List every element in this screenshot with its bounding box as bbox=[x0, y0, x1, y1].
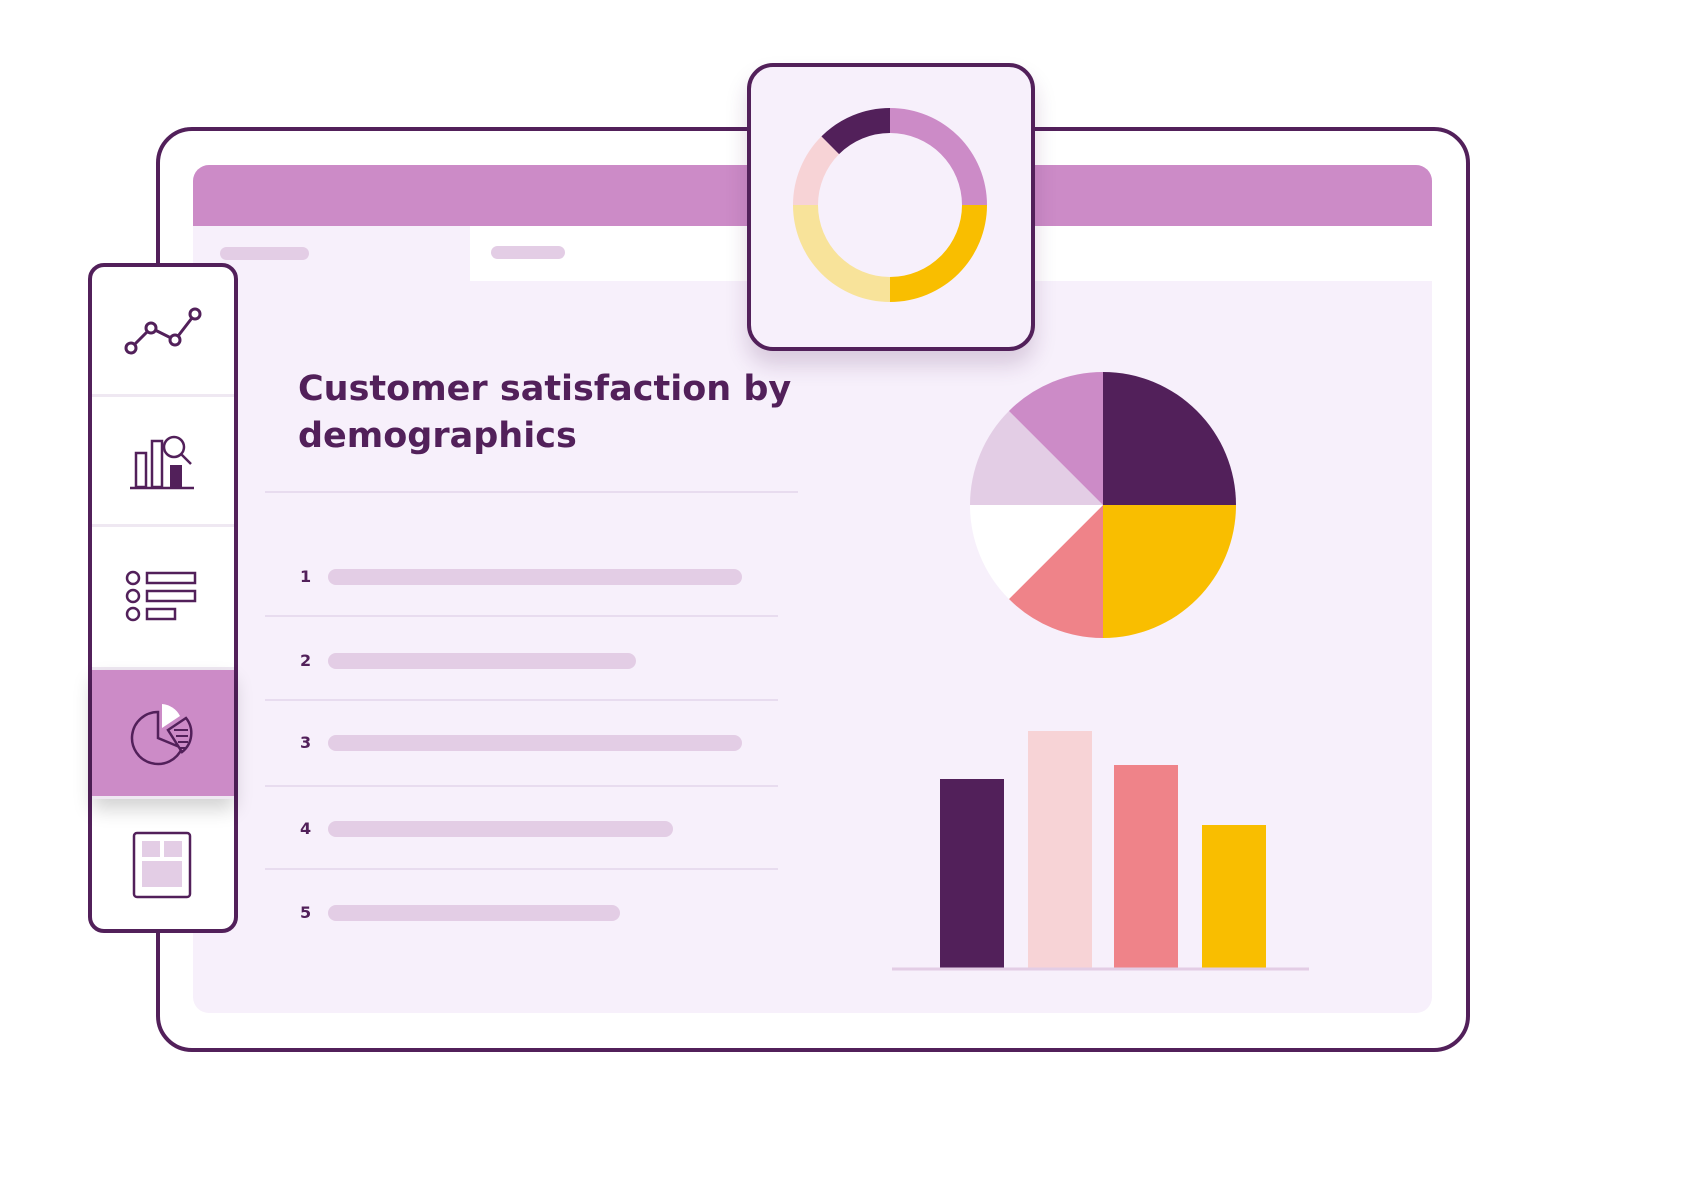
pie-slice bbox=[970, 505, 1103, 600]
row-bar[interactable] bbox=[328, 735, 742, 751]
row-number: 4 bbox=[300, 819, 312, 838]
divider bbox=[265, 699, 778, 701]
page-title: Customer satisfaction by demographics bbox=[298, 369, 792, 456]
pie-slice bbox=[1103, 505, 1236, 638]
list-icon bbox=[125, 570, 197, 622]
row-bar[interactable] bbox=[328, 653, 637, 669]
row-number: 2 bbox=[300, 651, 312, 670]
divider bbox=[265, 615, 778, 617]
donut-slice bbox=[821, 108, 890, 155]
divider bbox=[265, 868, 778, 870]
donut-slice bbox=[890, 108, 987, 205]
tab-placeholder bbox=[491, 246, 565, 259]
row-bar[interactable] bbox=[328, 569, 742, 585]
pie-slice bbox=[1103, 372, 1236, 505]
sidebar bbox=[88, 263, 238, 933]
sidebar-item-bar-chart[interactable] bbox=[92, 397, 234, 527]
tab-placeholder[interactable] bbox=[220, 247, 309, 260]
layout-icon bbox=[132, 831, 192, 899]
sidebar-item-pie-chart[interactable] bbox=[92, 670, 234, 799]
donut-slice bbox=[890, 205, 987, 302]
line-chart-icon bbox=[124, 307, 202, 354]
bar bbox=[1202, 825, 1266, 968]
sidebar-item-layout[interactable] bbox=[92, 799, 234, 933]
divider bbox=[265, 491, 798, 493]
row-bar[interactable] bbox=[328, 905, 620, 921]
sidebar-item-list[interactable] bbox=[92, 527, 234, 670]
row-bar[interactable] bbox=[328, 821, 673, 837]
bar-chart-search-icon bbox=[130, 435, 194, 489]
divider bbox=[265, 785, 778, 787]
pie-slice bbox=[1008, 505, 1103, 638]
row-number: 1 bbox=[300, 567, 312, 586]
sidebar-item-line-chart[interactable] bbox=[92, 267, 234, 397]
pie-slice bbox=[970, 410, 1103, 505]
donut-slice bbox=[793, 136, 840, 205]
bar bbox=[1028, 731, 1092, 968]
pie-chart-icon bbox=[130, 704, 193, 766]
donut-chart bbox=[793, 108, 987, 302]
donut-slice bbox=[793, 205, 890, 302]
pie-slice bbox=[1008, 372, 1103, 505]
row-number: 3 bbox=[300, 733, 312, 752]
bar bbox=[1114, 765, 1178, 968]
bar bbox=[940, 779, 1004, 968]
row-number: 5 bbox=[300, 903, 312, 922]
